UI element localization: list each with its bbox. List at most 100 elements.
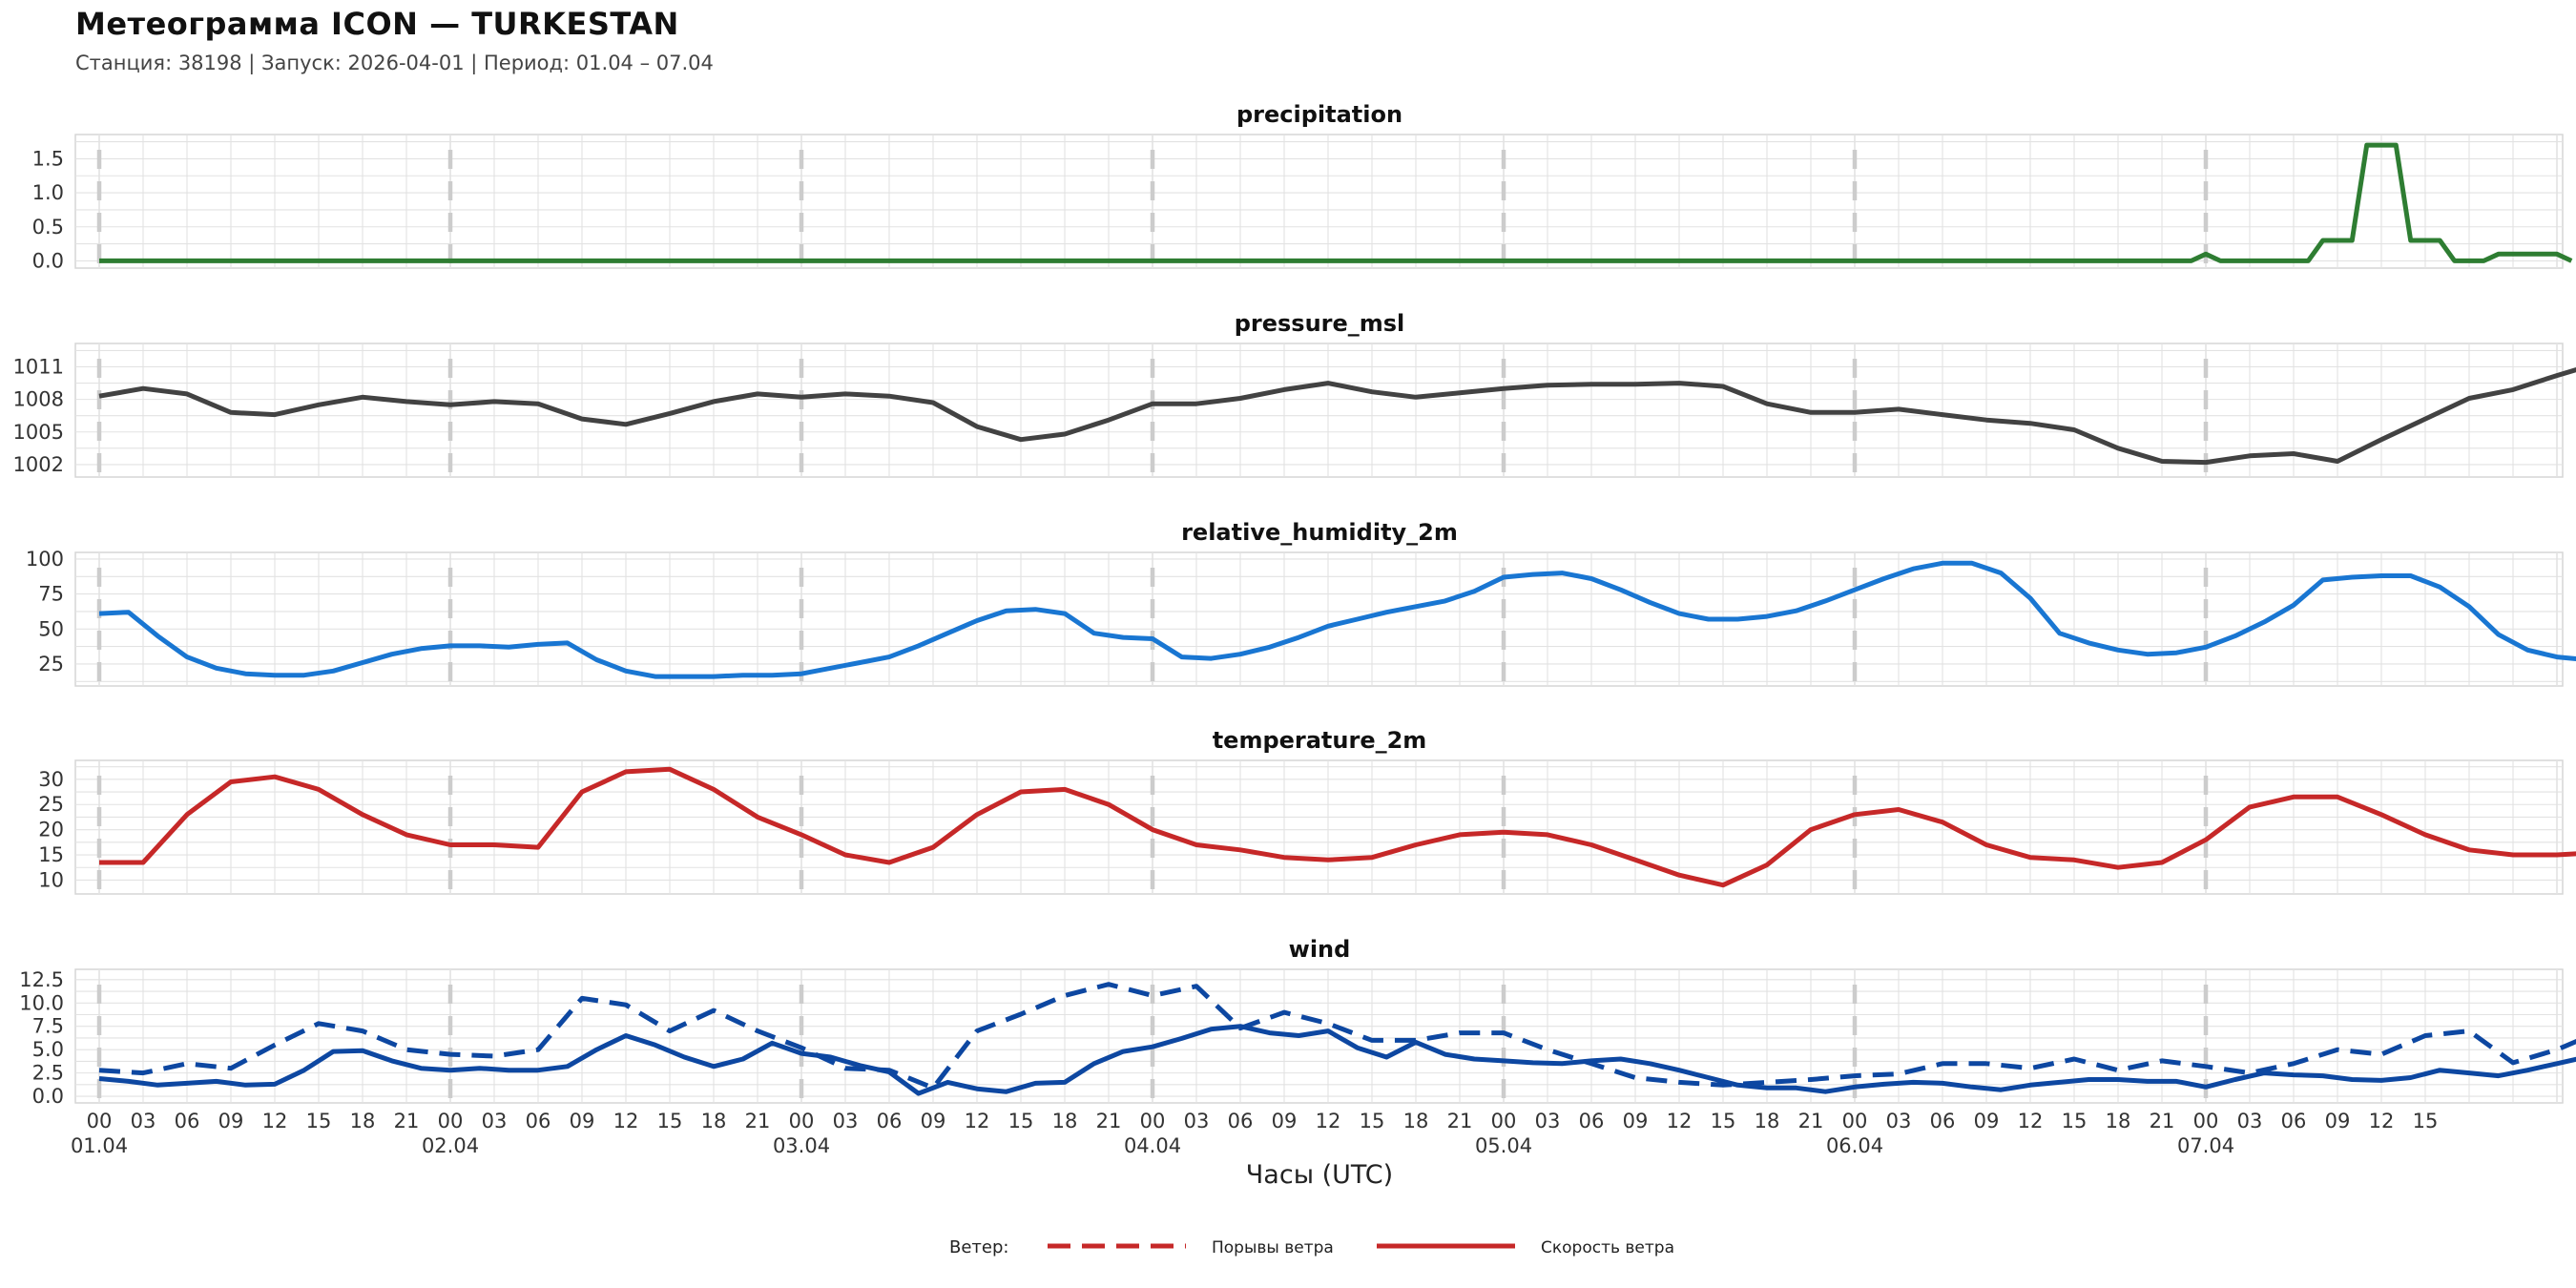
x-day-label: 06.04	[1826, 1134, 1883, 1157]
y-tick-label: 25	[38, 793, 64, 816]
x-tick-label: 03	[833, 1110, 859, 1132]
x-tick-label: 21	[2150, 1110, 2175, 1132]
panel-frame	[74, 759, 2564, 895]
y-tick-label: 15	[38, 843, 64, 866]
x-tick-label: 18	[2106, 1110, 2131, 1132]
x-tick-label: 03	[1184, 1110, 1210, 1132]
x-day-label: 05.04	[1475, 1134, 1532, 1157]
panel-frame	[74, 134, 2564, 269]
x-tick-label: 12	[613, 1110, 639, 1132]
panel-grid	[75, 760, 2563, 894]
x-tick-label: 18	[350, 1110, 376, 1132]
y-tick-label: 1008	[13, 388, 64, 411]
y-tick-label: 50	[38, 617, 64, 640]
x-tick-label: 15	[657, 1110, 683, 1132]
panel-wind: 0.02.55.07.510.012.5 wind	[19, 936, 2576, 1108]
legend-speed-label: Скорость ветра	[1541, 1238, 1674, 1257]
panel-title: wind	[1289, 936, 1351, 963]
panel-relative_humidity_2m: 25 50 75 100 relative_humidity_2m	[26, 519, 2576, 687]
y-tick-label: 10	[38, 868, 64, 891]
x-day-label: 02.04	[422, 1134, 479, 1157]
x-tick-label: 18	[701, 1110, 727, 1132]
panel-title: relative_humidity_2m	[1181, 519, 1458, 546]
x-tick-label: 06	[526, 1110, 551, 1132]
page-subtitle: Станция: 38198 | Запуск: 2026-04-01 | Пе…	[75, 52, 714, 74]
x-tick-label: 18	[1755, 1110, 1780, 1132]
x-tick-label: 15	[1008, 1110, 1034, 1132]
x-tick-label: 06	[1930, 1110, 1956, 1132]
y-tick-label: 30	[38, 768, 64, 791]
series-line-wind-gust	[98, 982, 2576, 1091]
y-tick-label: 7.5	[32, 1015, 64, 1038]
x-tick-labels: 00 03 06 09 12 15 18 21 00 03 06 09 12 15 18 21 00 03 06 09…	[71, 1110, 2438, 1157]
x-tick-label: 09	[1623, 1110, 1649, 1132]
x-tick-label: 00	[1140, 1110, 1166, 1132]
x-tick-label: 00	[2193, 1110, 2219, 1132]
panel-pressure_msl: 1002 1005 1008 1011 pressure_msl	[13, 310, 2576, 478]
x-tick-label: 00	[789, 1110, 815, 1132]
wind-legend: Ветер: Порывы ветра Скорость ветра	[949, 1237, 1674, 1257]
panel-title: temperature_2m	[1213, 727, 1427, 754]
y-tick-label: 12.5	[19, 968, 64, 991]
x-tick-label: 06	[1579, 1110, 1605, 1132]
y-tick-label: 5.0	[32, 1038, 64, 1061]
x-tick-label: 03	[1886, 1110, 1912, 1132]
x-axis-label: Часы (UTC)	[1246, 1160, 1393, 1190]
x-tick-label: 21	[745, 1110, 771, 1132]
x-tick-label: 03	[482, 1110, 508, 1132]
x-tick-label: 03	[131, 1110, 156, 1132]
x-tick-label: 00	[1491, 1110, 1517, 1132]
x-tick-label: 09	[921, 1110, 946, 1132]
x-tick-label: 00	[1842, 1110, 1868, 1132]
x-tick-label: 21	[1096, 1110, 1122, 1132]
x-tick-label: 06	[1228, 1110, 1254, 1132]
x-tick-label: 21	[1798, 1110, 1824, 1132]
panel-precipitation: 0.0 0.5 1.0 1.5 precipitation	[32, 101, 2573, 272]
series-line-precipitation	[99, 142, 2573, 263]
y-tick-label: 1005	[13, 421, 64, 444]
x-tick-label: 06	[2281, 1110, 2307, 1132]
x-day-label: 07.04	[2177, 1134, 2234, 1157]
y-tick-label: 20	[38, 819, 64, 841]
x-day-label: 03.04	[773, 1134, 830, 1157]
x-tick-label: 09	[1272, 1110, 1298, 1132]
x-tick-label: 12	[1667, 1110, 1693, 1132]
x-tick-label: 18	[1403, 1110, 1429, 1132]
x-tick-label: 00	[87, 1110, 113, 1132]
y-tick-label: 25	[38, 653, 64, 675]
y-tick-label: 1.5	[32, 147, 64, 170]
y-tick-label: 100	[26, 548, 64, 571]
y-tick-label: 0.0	[32, 1085, 64, 1108]
x-tick-label: 03	[2237, 1110, 2263, 1132]
page-title: Метеограмма ICON — TURKESTAN	[75, 6, 679, 42]
x-tick-label: 12	[2369, 1110, 2395, 1132]
x-tick-label: 06	[877, 1110, 903, 1132]
x-tick-label: 15	[2413, 1110, 2439, 1132]
x-tick-label: 21	[1447, 1110, 1473, 1132]
y-tick-label: 10.0	[19, 991, 64, 1014]
y-tick-label: 2.5	[32, 1062, 64, 1085]
chart-panels: 0.00.51.01.5precipitation100210051008101…	[13, 101, 2576, 1108]
y-tick-label: 1.0	[32, 181, 64, 204]
y-tick-label: 0.0	[32, 249, 64, 272]
panel-title: precipitation	[1236, 101, 1402, 128]
x-day-label: 04.04	[1124, 1134, 1181, 1157]
y-tick-label: 1011	[13, 355, 64, 378]
x-tick-label: 15	[306, 1110, 332, 1132]
x-tick-label: 09	[570, 1110, 595, 1132]
x-tick-label: 12	[1316, 1110, 1341, 1132]
x-tick-label: 12	[965, 1110, 990, 1132]
x-tick-label: 15	[1360, 1110, 1385, 1132]
x-tick-label: 09	[1974, 1110, 2000, 1132]
x-tick-label: 12	[2018, 1110, 2044, 1132]
x-day-label: 01.04	[71, 1134, 128, 1157]
x-tick-label: 21	[394, 1110, 420, 1132]
x-tick-label: 15	[2062, 1110, 2088, 1132]
x-tick-label: 12	[262, 1110, 288, 1132]
series-line-temperature_2m	[99, 766, 2576, 888]
x-axis: 00 03 06 09 12 15 18 21 00 03 06 09 12 15 18 21 00 03 06 09…	[71, 1110, 2438, 1190]
y-tick-label: 75	[38, 583, 64, 606]
panel-title: pressure_msl	[1235, 310, 1405, 337]
